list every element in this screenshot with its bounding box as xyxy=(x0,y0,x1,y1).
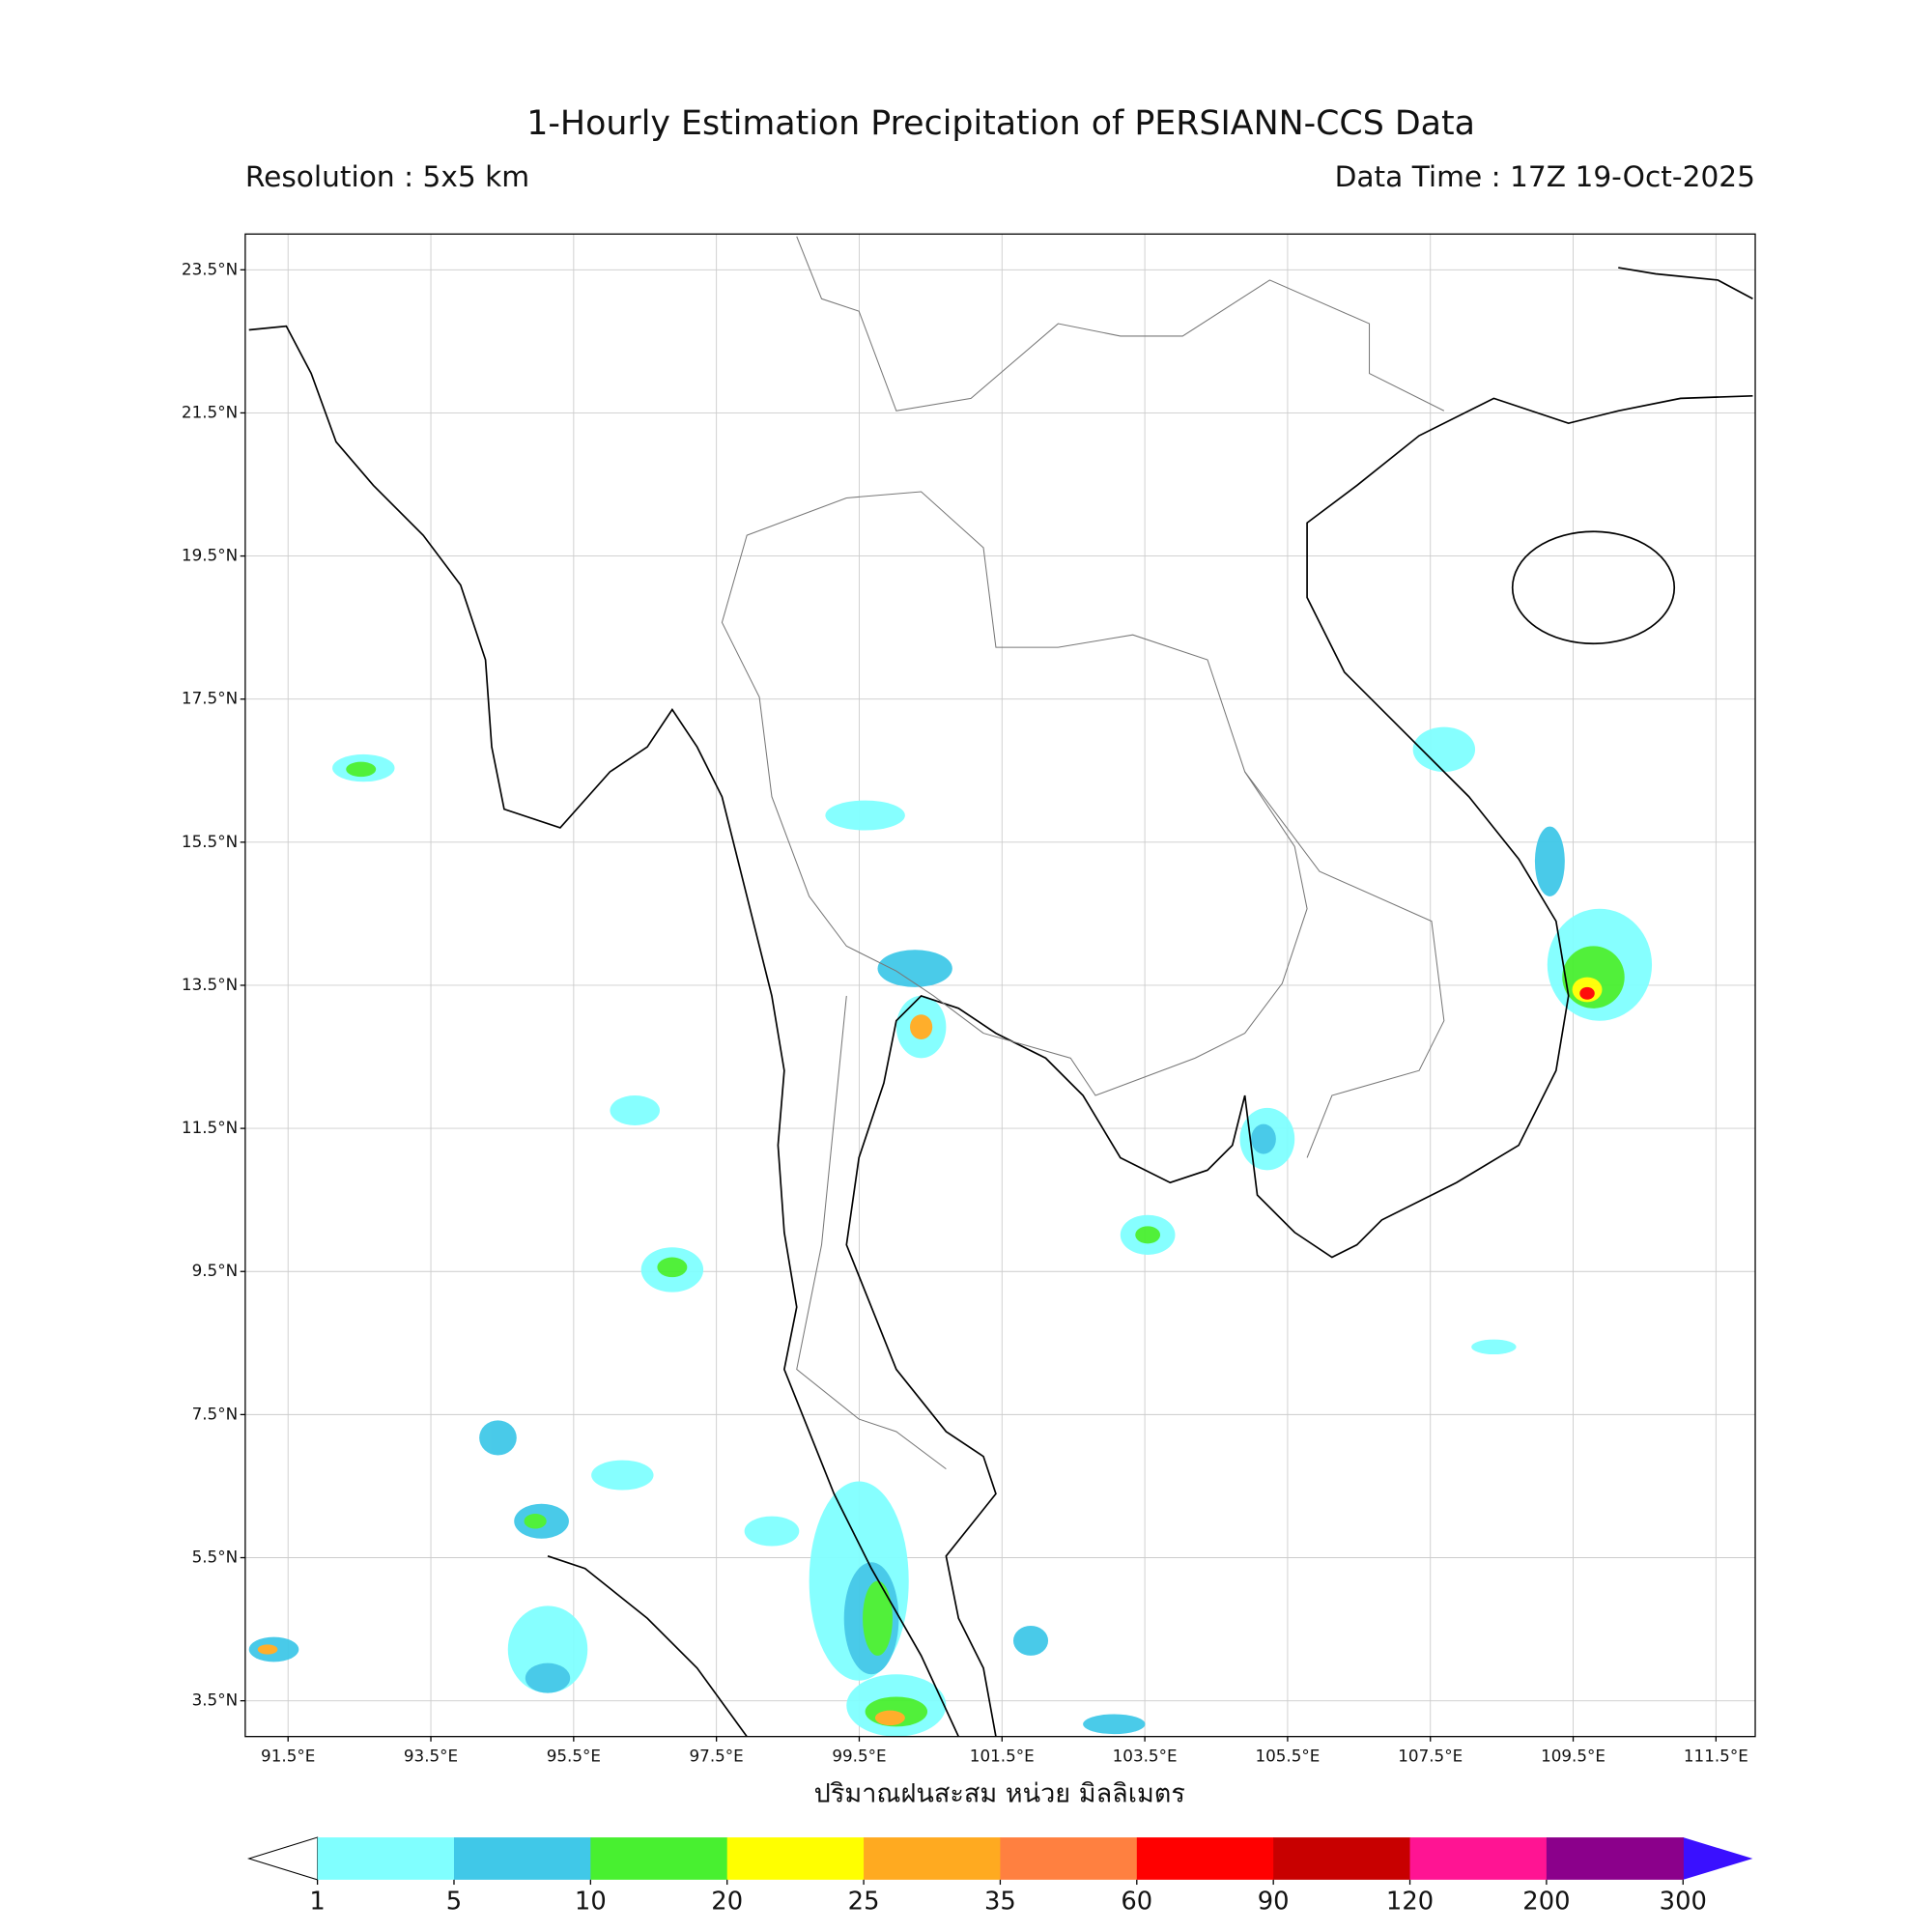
colorbar-label: 200 xyxy=(1522,1888,1570,1917)
x-tick-label: 111.5°E xyxy=(1684,1746,1748,1765)
colorbar-label: 90 xyxy=(1258,1888,1290,1917)
y-tick-label: 13.5°N xyxy=(182,975,238,994)
colorbar: 1 5 10 20 25 35 60 90 120 200 300 xyxy=(246,1836,1753,1917)
grid xyxy=(244,234,1756,1737)
resolution: Resolution : 5x5 km xyxy=(245,159,529,193)
x-tick-label: 95.5°E xyxy=(547,1746,601,1765)
border xyxy=(796,995,947,1470)
rain-area xyxy=(346,761,377,778)
rain-area xyxy=(507,1605,588,1693)
coastline xyxy=(845,394,1753,1737)
y-tick-label: 17.5°N xyxy=(182,689,238,708)
y-tick-label: 11.5°N xyxy=(182,1118,238,1137)
x-axis-label: ปริมาณฝนสะสม หน่วย มิลลิเมตร xyxy=(814,1779,1185,1809)
rain-area xyxy=(1412,726,1476,772)
colorbar-over xyxy=(1683,1837,1753,1880)
colorbar-segment xyxy=(1000,1837,1138,1880)
coastline xyxy=(547,1555,748,1737)
colorbar-under xyxy=(246,1836,319,1881)
rain-area xyxy=(910,1014,933,1040)
rain-area xyxy=(525,1662,571,1693)
coastline xyxy=(1618,267,1753,300)
x-tick-label: 91.5°E xyxy=(261,1746,315,1765)
x-tick-label: 105.5°E xyxy=(1255,1746,1320,1765)
colorbar-label: 20 xyxy=(711,1888,743,1917)
rain-area xyxy=(1251,1123,1276,1154)
rain-area xyxy=(479,1420,517,1456)
rain-area xyxy=(1012,1625,1049,1656)
y-tick-label: 21.5°N xyxy=(182,402,238,421)
rain-area xyxy=(257,1644,278,1655)
rain-area xyxy=(874,1710,905,1726)
colorbar-label: 10 xyxy=(575,1888,607,1917)
y-tick-label: 23.5°N xyxy=(182,259,238,278)
x-tick-label: 99.5°E xyxy=(832,1746,886,1765)
rain-area xyxy=(877,950,952,987)
rain-area xyxy=(1135,1226,1161,1244)
x-tick-label: 103.5°E xyxy=(1113,1746,1178,1765)
colorbar-segment xyxy=(317,1837,455,1880)
x-tick-label: 101.5°E xyxy=(970,1746,1035,1765)
island xyxy=(1511,530,1676,645)
rain-area xyxy=(1471,1339,1517,1355)
rain-area xyxy=(1534,826,1565,896)
colorbar-segment xyxy=(1136,1837,1274,1880)
rain-area xyxy=(863,1580,893,1656)
title: 1-Hourly Estimation Precipitation of PER… xyxy=(526,104,1475,143)
y-tick-label: 3.5°N xyxy=(192,1690,239,1710)
colorbar-segment xyxy=(864,1837,1002,1880)
rain-area xyxy=(610,1095,660,1125)
colorbar-segment xyxy=(1409,1837,1548,1880)
colorbar-label: 60 xyxy=(1121,1888,1152,1917)
colorbar-segment xyxy=(453,1837,591,1880)
x-tick-label: 97.5°E xyxy=(690,1746,744,1765)
rain-area xyxy=(657,1257,688,1278)
map xyxy=(248,236,1753,1737)
rain-area xyxy=(1579,986,1595,1000)
rain-area xyxy=(1083,1714,1146,1735)
colorbar-label: 300 xyxy=(1660,1888,1707,1917)
y-tick-label: 19.5°N xyxy=(182,546,238,565)
colorbar-segment xyxy=(726,1837,865,1880)
colorbar-segment xyxy=(590,1837,728,1880)
colorbar-segment xyxy=(1273,1837,1411,1880)
y-tick-label: 5.5°N xyxy=(192,1548,239,1567)
rain-area xyxy=(825,800,905,831)
y-tick-label: 9.5°N xyxy=(192,1261,239,1280)
colorbar-segment xyxy=(1546,1837,1684,1880)
x-tick-label: 107.5°E xyxy=(1398,1746,1463,1765)
rain-area xyxy=(524,1514,547,1529)
border xyxy=(796,236,1445,1158)
x-tick-label: 93.5°E xyxy=(404,1746,458,1765)
colorbar-label: 1 xyxy=(309,1888,325,1917)
y-tick-label: 7.5°N xyxy=(192,1404,239,1423)
data-time: Data Time : 17Z 19-Oct-2025 xyxy=(1335,159,1755,193)
x-tick-label: 109.5°E xyxy=(1541,1746,1605,1765)
rain xyxy=(248,726,1653,1737)
coastline xyxy=(248,325,960,1737)
colorbar-label: 25 xyxy=(848,1888,880,1917)
colorbar-label: 120 xyxy=(1386,1888,1434,1917)
y-tick-label: 15.5°N xyxy=(182,832,238,851)
colorbar-label: 5 xyxy=(446,1888,462,1917)
colorbar-label: 35 xyxy=(984,1888,1016,1917)
border xyxy=(721,491,1308,1096)
rain-area xyxy=(591,1460,654,1491)
rain-area xyxy=(744,1516,800,1547)
